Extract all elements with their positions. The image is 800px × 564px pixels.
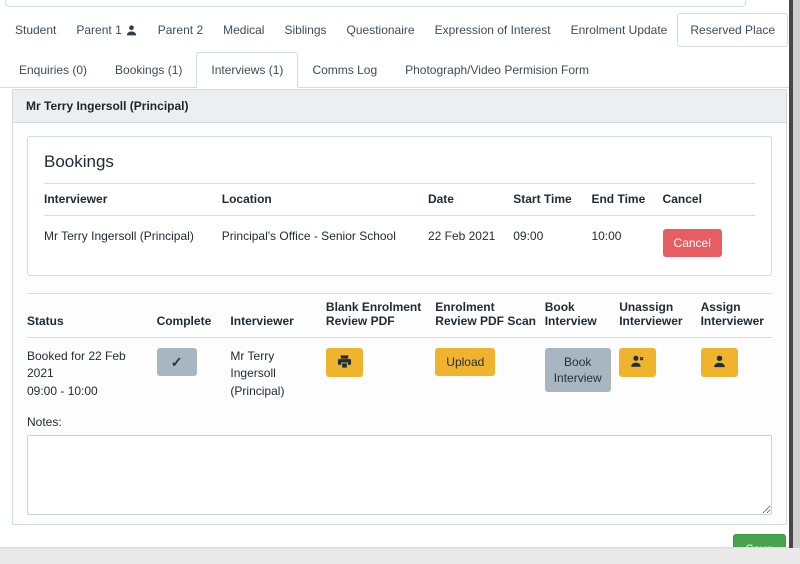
- bookings-card: Bookings Interviewer Location Date Start…: [27, 136, 772, 276]
- col-cancel: Cancel: [662, 183, 755, 216]
- col-book-interview: Book Interview: [544, 293, 620, 338]
- interview-panel: Mr Terry Ingersoll (Principal) Bookings …: [12, 89, 787, 525]
- booking-interviewer: Mr Terry Ingersoll (Principal): [44, 229, 194, 243]
- person-icon: [712, 354, 727, 372]
- tab-bookings[interactable]: Bookings (1): [115, 63, 183, 77]
- window-edge-line: [789, 0, 793, 548]
- bookings-table: Interviewer Location Date Start Time End…: [44, 183, 755, 257]
- tab-photo-video-permission[interactable]: Photograph/Video Permision Form: [405, 63, 589, 77]
- bottom-strip: [0, 547, 800, 564]
- tab-enquiries[interactable]: Enquiries (0): [19, 63, 88, 77]
- col-location: Location: [221, 183, 428, 216]
- booking-end-time: 10:00: [591, 229, 622, 243]
- secondary-tab-bar: Enquiries (0) Bookings (1) Interviews (1…: [0, 52, 800, 88]
- tab-expression-of-interest[interactable]: Expression of Interest: [434, 23, 551, 37]
- tab-parent-1[interactable]: Parent 1: [66, 18, 147, 42]
- col-start-time: Start Time: [513, 183, 592, 216]
- tab-medical[interactable]: Medical: [223, 23, 265, 37]
- panel-header: Mr Terry Ingersoll (Principal): [13, 90, 786, 123]
- checkmark-icon: ✓: [170, 353, 183, 370]
- col-enrolment-review-pdf-scan: Enrolment Review PDF Scan: [435, 293, 545, 338]
- notes-textarea[interactable]: [27, 435, 772, 516]
- col-status: Status: [27, 293, 157, 338]
- unassign-interviewer-button[interactable]: [619, 348, 657, 377]
- person-icon: [125, 24, 138, 37]
- book-interview-button[interactable]: Book Interview: [544, 348, 611, 393]
- window-edge-gutter: [793, 0, 800, 548]
- printer-icon: [337, 354, 352, 372]
- booking-start-time: 09:00: [513, 229, 544, 243]
- panel-body: Bookings Interviewer Location Date Start…: [13, 123, 786, 533]
- col-end-time: End Time: [591, 183, 663, 216]
- col-interviewer-2: Interviewer: [230, 293, 326, 338]
- interview-status: Booked for 22 Feb 2021 09:00 - 10:00: [27, 349, 126, 398]
- col-blank-enrolment-review-pdf: Blank Enrolment Review PDF: [325, 293, 436, 338]
- col-unassign-interviewer: Unassign Interviewer: [619, 293, 701, 338]
- top-window-remnant: [5, 0, 746, 7]
- tab-enrolment-update[interactable]: Enrolment Update: [570, 23, 668, 37]
- interview-row: Booked for 22 Feb 2021 09:00 - 10:00 ✓ M…: [27, 338, 772, 401]
- tab-questionaire[interactable]: Questionaire: [346, 23, 415, 37]
- interview-interviewer: Mr Terry Ingersoll (Principal): [230, 349, 285, 398]
- col-complete: Complete: [156, 293, 231, 338]
- booking-location: Principal's Office - Senior School: [221, 229, 396, 243]
- col-date: Date: [427, 183, 514, 216]
- tab-interviews[interactable]: Interviews (1): [196, 52, 299, 88]
- tab-student[interactable]: Student: [15, 23, 57, 37]
- tab-comms-log[interactable]: Comms Log: [312, 63, 378, 77]
- complete-toggle-button[interactable]: ✓: [156, 348, 197, 376]
- notes-label: Notes:: [27, 415, 62, 430]
- tab-parent-2[interactable]: Parent 2: [157, 23, 204, 37]
- tab-siblings[interactable]: Siblings: [284, 23, 327, 37]
- primary-tab-bar: Student Parent 1 Parent 2 Medical Siblin…: [0, 0, 800, 47]
- assign-interviewer-button[interactable]: [700, 348, 738, 377]
- cancel-booking-button[interactable]: Cancel: [662, 229, 722, 257]
- bookings-title: Bookings: [44, 152, 114, 171]
- blank-enrolment-review-pdf-button[interactable]: [325, 348, 363, 377]
- upload-scan-button[interactable]: Upload: [435, 348, 496, 376]
- booking-date: 22 Feb 2021: [427, 229, 496, 243]
- tab-reserved-place[interactable]: Reserved Place: [677, 13, 789, 47]
- booking-row: Mr Terry Ingersoll (Principal) Principal…: [44, 216, 755, 257]
- col-assign-interviewer: Assign Interviewer: [700, 293, 772, 338]
- col-interviewer: Interviewer: [44, 183, 222, 216]
- interview-status-table: Status Complete Interviewer Blank Enrolm…: [27, 293, 772, 400]
- person-remove-icon: [630, 354, 645, 372]
